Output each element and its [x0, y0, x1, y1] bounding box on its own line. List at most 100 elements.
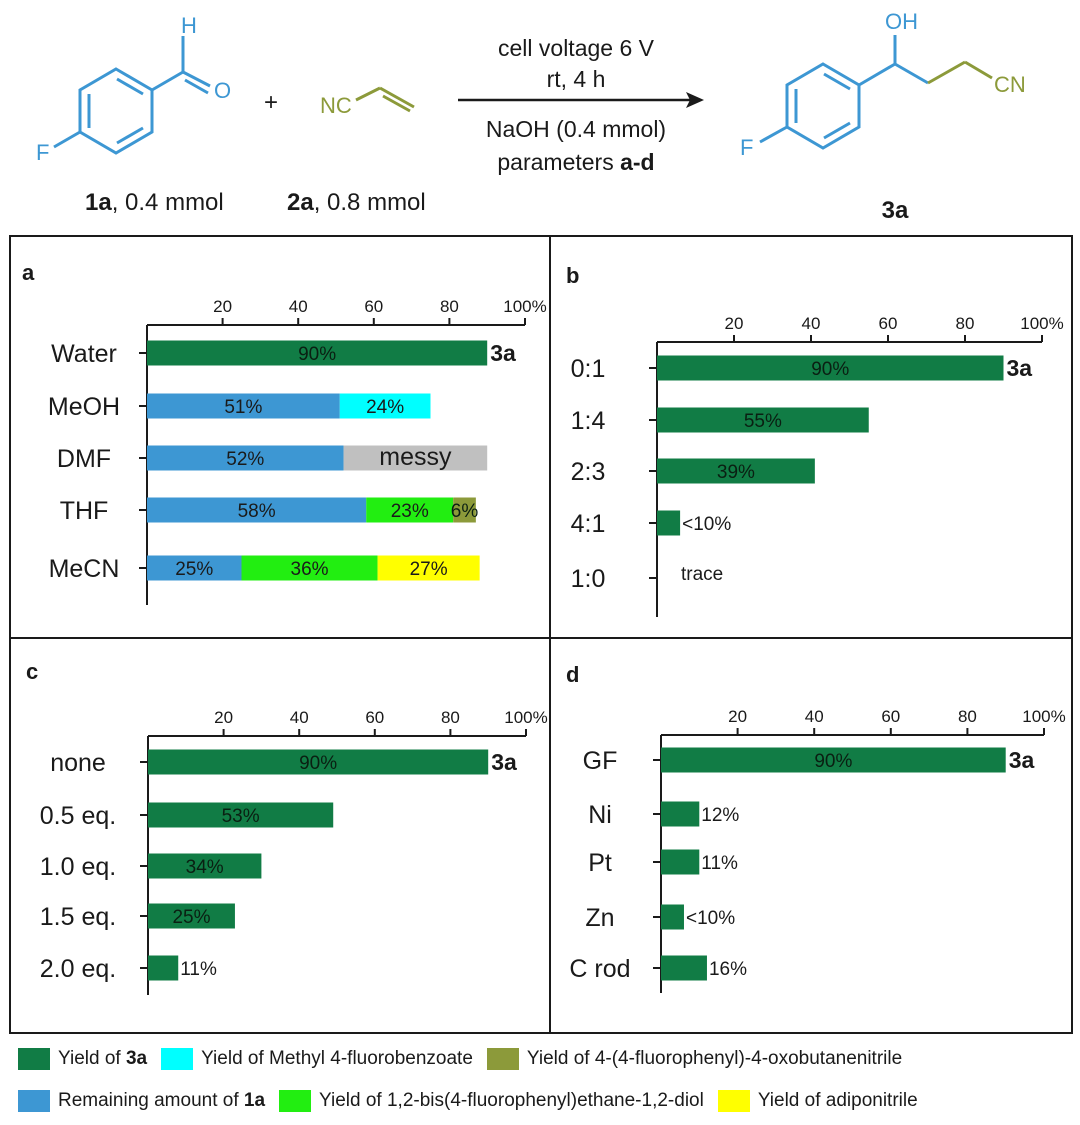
bar-segment-dark-green	[148, 853, 262, 879]
bar-segment-dark-green	[661, 904, 684, 930]
panel-letter: a	[22, 260, 35, 285]
x-tick-label: 100%	[1020, 314, 1063, 333]
bar-segment-dark-green	[148, 955, 179, 981]
x-tick-label: 40	[805, 707, 824, 726]
category-label: C rod	[569, 955, 630, 983]
condition-parameters: parameters a-d	[497, 149, 654, 175]
nitrile-group-label: NC	[320, 93, 352, 118]
bar-segment-bright-green	[241, 555, 378, 581]
legend-item-methyl-ester: Yield of Methyl 4-fluorobenzoate	[161, 1048, 473, 1070]
x-tick-label: 60	[879, 314, 898, 333]
reactant-2a-structure	[355, 86, 415, 113]
legend-label: Yield of Methyl 4-fluorobenzoate	[201, 1048, 473, 1069]
legend-swatch-blue	[18, 1090, 50, 1112]
x-tick-label: 80	[956, 314, 975, 333]
atom-oh-label: OH	[885, 9, 918, 34]
bar-value-label: 11%	[701, 853, 738, 874]
bar-value-label: 25%	[172, 907, 210, 928]
x-tick-label: 20	[728, 707, 747, 726]
panel-a: a 20 40 60 80 100% Water 90% 3a MeOH 51% 24% DMF 52% m…	[22, 260, 547, 605]
reactant-2a-label: 2a, 0.8 mmol	[287, 189, 426, 216]
atom-cn-label: CN	[994, 72, 1026, 97]
bar-value-label: 52%	[226, 449, 264, 470]
bar-value-label: 16%	[709, 959, 747, 980]
bar-segment-dark-green	[657, 407, 869, 433]
bar-segment-blue	[147, 393, 340, 419]
panel-d: d 20 40 60 80 100% GF 90% 3a Ni 12% Pt 11% Zn <10% C ro…	[566, 662, 1066, 993]
bar-value-label: 27%	[410, 559, 448, 580]
category-label: DMF	[57, 445, 111, 473]
category-label: 1:0	[571, 565, 606, 593]
legend-swatch-cyan	[161, 1048, 194, 1070]
x-tick-label: 60	[364, 297, 383, 316]
bar-segment-dark-green	[661, 849, 700, 875]
legend-item-diol: Yield of 1,2-bis(4-fluorophenyl)ethane-1…	[279, 1090, 704, 1112]
bar-segment-dark-green	[661, 955, 707, 981]
x-tick-label: 40	[802, 314, 821, 333]
category-label: MeOH	[48, 393, 120, 421]
atom-o-label: O	[214, 78, 231, 103]
x-tick-label: 20	[214, 708, 233, 727]
legend-label: Yield of 1,2-bis(4-fluorophenyl)ethane-1…	[319, 1090, 704, 1111]
bar-value-label: 34%	[186, 857, 224, 878]
chart-panels: a 20 40 60 80 100% Water 90% 3a MeOH 51% 24% DMF 52% m…	[9, 235, 1073, 1034]
panel-letter: c	[26, 659, 38, 684]
x-tick-label: 80	[441, 708, 460, 727]
panel-c: c 20 40 60 80 100% none 90% 3a 0.5 eq. 53% 1.0 eq. 3…	[26, 659, 548, 995]
category-label: Ni	[588, 801, 612, 829]
legend-label: Yield of 3a	[58, 1048, 148, 1069]
product-3a-chain	[927, 60, 993, 85]
category-label: Zn	[585, 904, 614, 932]
bar-segment-dark-green	[147, 340, 488, 366]
bar-value-label: <10%	[686, 908, 735, 929]
reaction-arrow-head	[686, 92, 704, 108]
bar-end-label: 3a	[490, 340, 516, 366]
category-label: 1.0 eq.	[40, 853, 116, 881]
bar-value-label: 90%	[299, 753, 337, 774]
bar-value-label: 36%	[291, 559, 329, 580]
product-3a-label: 3a	[882, 197, 909, 224]
category-label: GF	[583, 747, 618, 775]
bar-segment-dark-green	[148, 749, 489, 775]
condition-voltage: cell voltage 6 V	[498, 35, 655, 61]
x-tick-label: 40	[289, 297, 308, 316]
bar-segment-olive	[453, 497, 476, 523]
category-label: 1:4	[571, 407, 606, 435]
bar-segment-dark-green	[148, 903, 235, 929]
x-tick-label: 80	[958, 707, 977, 726]
bar-value-label: 12%	[701, 805, 739, 826]
bar-segment-cyan	[339, 393, 431, 419]
reaction-scheme: H O F 1a, 0.4 mmol + NC 2a, 0.8 mmol cel…	[36, 9, 1026, 224]
bar-segment-blue	[147, 445, 344, 471]
category-label: Water	[51, 340, 117, 368]
panel-letter: d	[566, 662, 579, 687]
legend-item-yield-3a: Yield of 3a	[18, 1048, 147, 1070]
bar-segment-yellow	[377, 555, 480, 581]
panel-grid-frame	[9, 235, 1073, 1034]
legend: Yield of 3a Yield of Methyl 4-fluorobenz…	[0, 1040, 1080, 1125]
x-tick-label: 100%	[503, 297, 546, 316]
legend-item-oxobutanenitrile: Yield of 4-(4-fluorophenyl)-4-oxobutanen…	[486, 1048, 902, 1070]
category-label: 0:1	[571, 355, 606, 383]
x-tick-label: 80	[440, 297, 459, 316]
legend-item-adiponitrile: Yield of adiponitrile	[717, 1090, 918, 1112]
bar-value-label: 39%	[717, 462, 755, 483]
bar-end-label: 3a	[1007, 355, 1033, 381]
x-tick-label: 20	[213, 297, 232, 316]
category-label: 4:1	[571, 510, 606, 538]
category-label: 2.0 eq.	[40, 955, 116, 983]
category-label: 0.5 eq.	[40, 802, 116, 830]
bar-value-label: 58%	[238, 501, 276, 522]
bar-value-label: 53%	[222, 806, 260, 827]
legend-swatch-yellow	[717, 1090, 750, 1112]
category-label: MeCN	[49, 555, 120, 583]
bar-segment-blue	[147, 555, 242, 581]
legend-item-remaining-1a: Remaining amount of 1a	[18, 1090, 265, 1112]
bar-segment-gray	[343, 445, 488, 471]
atom-h-label: H	[181, 13, 197, 38]
reactant-1a-structure	[53, 36, 211, 155]
legend-label: Remaining amount of 1a	[58, 1090, 266, 1111]
category-label: Pt	[588, 849, 612, 877]
plus-sign: +	[264, 89, 278, 116]
bar-value-label: 23%	[391, 501, 429, 522]
